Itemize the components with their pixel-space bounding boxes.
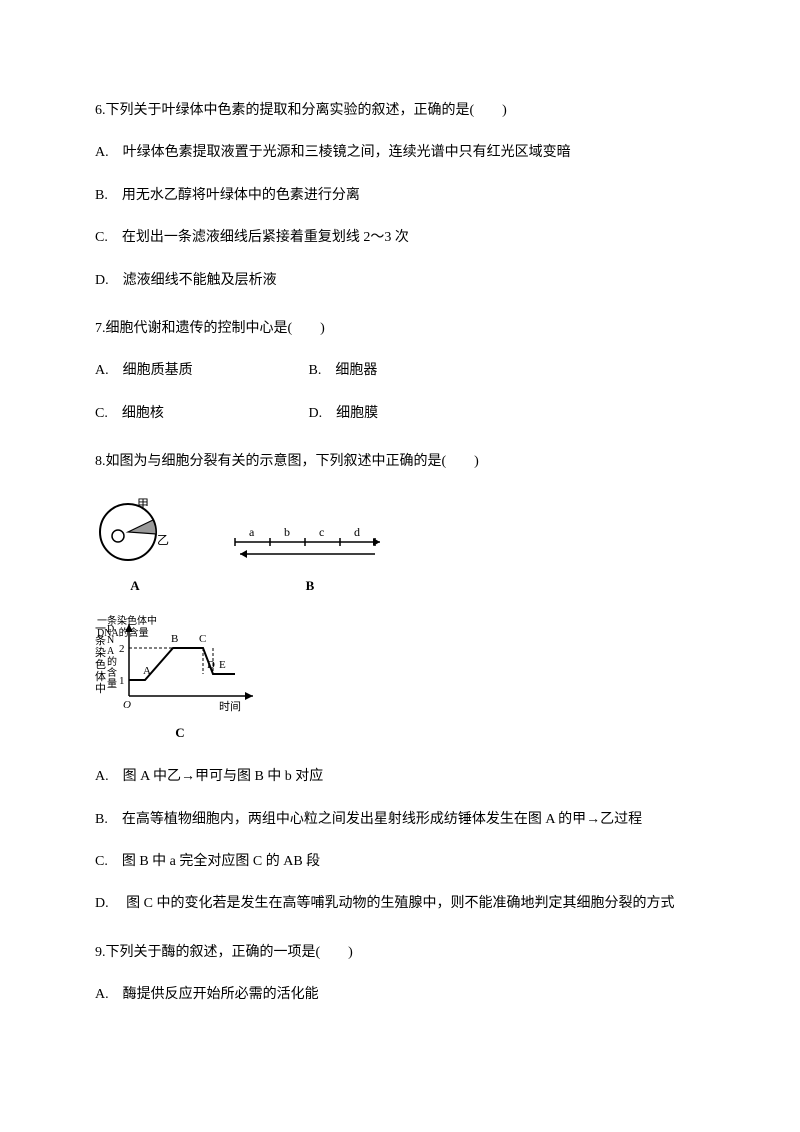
question-6: 6.下列关于叶绿体中色素的提取和分离实验的叙述，正确的是( ) A. 叶绿体色素… <box>95 100 705 292</box>
svg-text:染: 染 <box>95 645 106 659</box>
q8-figures: 甲 乙 A <box>95 494 705 745</box>
question-9: 9.下列关于酶的叙述，正确的一项是( ) A. 酶提供反应开始所必需的活化能 <box>95 942 705 1007</box>
svg-text:体: 体 <box>95 669 106 683</box>
figC-pt-B: B <box>171 633 178 645</box>
figure-a: 甲 乙 A <box>95 494 175 597</box>
svg-text:D: D <box>107 624 114 635</box>
figA-label-jia: 甲 <box>137 497 149 511</box>
svg-text:A: A <box>107 646 115 657</box>
q7-option-a: A. 细胞质基质 <box>95 360 305 382</box>
figC-origin: O <box>123 699 131 711</box>
svg-text:N: N <box>107 635 114 646</box>
figB-caption: B <box>225 576 395 597</box>
q6-option-c: C. 在划出一条滤液细线后紧接着重复划线 2～3 次 <box>95 227 705 249</box>
svg-text:中: 中 <box>95 682 106 695</box>
q8-option-c: C. 图 B 中 a 完全对应图 C 的 AB 段 <box>95 851 705 873</box>
q8-option-a: A. 图 A 中乙→甲可与图 B 中 b 对应 <box>95 766 705 788</box>
figB-label-b: b <box>284 525 290 539</box>
q6-option-a: A. 叶绿体色素提取液置于光源和三棱镜之间，连续光谱中只有红光区域变暗 <box>95 142 705 164</box>
figure-c: 一条染色体中 DNA的含量 一 条 染 色 体 中 D <box>95 614 265 744</box>
figC-pt-C: C <box>199 633 206 645</box>
figC-pt-E: E <box>219 659 226 671</box>
figB-label-d: d <box>354 525 360 539</box>
figC-caption: C <box>95 723 265 744</box>
figC-pt-D: D <box>207 659 215 671</box>
figC-ytick-1: 1 <box>119 675 125 687</box>
q9-stem: 9.下列关于酶的叙述，正确的一项是( ) <box>95 942 705 964</box>
q6-option-d: D. 滤液细线不能触及层析液 <box>95 270 705 292</box>
figC-ytick-2: 2 <box>119 643 125 655</box>
figC-ylabel-1: 一条染色体中 <box>97 614 157 627</box>
q7-option-d: D. 细胞膜 <box>309 403 519 425</box>
svg-text:含: 含 <box>107 666 117 679</box>
figB-label-c: c <box>319 525 324 539</box>
figA-caption: A <box>95 576 175 597</box>
question-7: 7.细胞代谢和遗传的控制中心是( ) A. 细胞质基质 B. 细胞器 C. 细胞… <box>95 318 705 425</box>
figA-label-yi: 乙 <box>157 533 169 547</box>
svg-text:的: 的 <box>107 655 117 668</box>
q8-option-d: D. 图 C 中的变化若是发生在高等哺乳动物的生殖腺中，则不能准确地判定其细胞分… <box>95 893 705 915</box>
svg-text:量: 量 <box>107 678 117 690</box>
svg-text:一: 一 <box>95 623 106 635</box>
q7-stem: 7.细胞代谢和遗传的控制中心是( ) <box>95 318 705 340</box>
q6-option-b: B. 用无水乙醇将叶绿体中的色素进行分离 <box>95 185 705 207</box>
question-8: 8.如图为与细胞分裂有关的示意图，下列叙述中正确的是( ) 甲 乙 A <box>95 451 705 916</box>
q9-option-a: A. 酶提供反应开始所必需的活化能 <box>95 984 705 1006</box>
svg-text:色: 色 <box>95 657 106 671</box>
q8-option-b: B. 在高等植物细胞内，两组中心粒之间发出星射线形成纺锤体发生在图 A 的甲→乙… <box>95 809 705 831</box>
q7-option-c: C. 细胞核 <box>95 403 305 425</box>
figC-xlabel: 时间 <box>219 700 241 713</box>
q7-option-b: B. 细胞器 <box>309 360 519 382</box>
figC-pt-A: A <box>143 665 151 677</box>
figB-label-a: a <box>249 525 255 539</box>
figure-b: a b c d B <box>225 522 395 597</box>
svg-text:条: 条 <box>95 633 106 647</box>
q8-stem: 8.如图为与细胞分裂有关的示意图，下列叙述中正确的是( ) <box>95 451 705 473</box>
q6-stem: 6.下列关于叶绿体中色素的提取和分离实验的叙述，正确的是( ) <box>95 100 705 122</box>
